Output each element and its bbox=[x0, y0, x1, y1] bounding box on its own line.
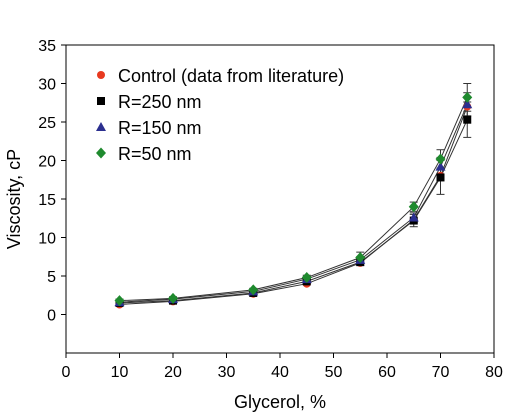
y-axis-title: Viscosity, cP bbox=[4, 149, 24, 249]
x-tick-label: 30 bbox=[218, 364, 236, 381]
legend-marker-square bbox=[97, 97, 105, 105]
legend-item: R=150 nm bbox=[96, 118, 202, 138]
legend: Control (data from literature) R=250 nm R=… bbox=[96, 66, 344, 164]
legend-item: Control (data from literature) bbox=[97, 66, 344, 86]
legend-marker-diamond bbox=[96, 147, 106, 159]
legend-label: R=250 nm bbox=[118, 92, 202, 112]
x-axis-ticks: 0 10 20 30 40 50 60 70 80 bbox=[62, 353, 503, 381]
data-point-diamond bbox=[114, 295, 125, 307]
y-tick-label: 0 bbox=[47, 308, 56, 325]
x-tick-label: 60 bbox=[378, 364, 396, 381]
data-point-square bbox=[436, 173, 445, 182]
data-point-square bbox=[463, 115, 472, 124]
series-line bbox=[119, 106, 468, 305]
y-tick-label: 25 bbox=[38, 115, 56, 132]
data-point-diamond bbox=[355, 252, 366, 264]
data-point-diamond bbox=[168, 292, 178, 304]
legend-label: Control (data from literature) bbox=[118, 66, 344, 86]
data-point-triangle bbox=[408, 212, 419, 222]
data-point-diamond bbox=[462, 91, 473, 103]
series-lines bbox=[119, 97, 468, 305]
legend-label: R=50 nm bbox=[118, 144, 192, 164]
data-point-diamond bbox=[435, 153, 446, 165]
y-tick-label: 10 bbox=[38, 231, 56, 248]
series-line bbox=[119, 104, 468, 303]
error-bars bbox=[115, 83, 472, 305]
series-line bbox=[119, 119, 468, 304]
legend-item: R=250 nm bbox=[97, 92, 202, 112]
data-point-triangle bbox=[435, 161, 446, 171]
x-tick-label: 0 bbox=[62, 364, 71, 381]
x-tick-label: 10 bbox=[111, 364, 129, 381]
y-tick-label: 15 bbox=[38, 192, 56, 209]
y-tick-label: 20 bbox=[38, 154, 56, 171]
data-point-diamond bbox=[248, 284, 259, 296]
legend-marker-circle bbox=[97, 71, 105, 79]
y-tick-label: 5 bbox=[47, 269, 56, 286]
x-tick-label: 70 bbox=[432, 364, 450, 381]
series-line bbox=[119, 97, 468, 302]
x-tick-label: 50 bbox=[325, 364, 343, 381]
legend-label: R=150 nm bbox=[118, 118, 202, 138]
data-markers bbox=[114, 91, 473, 309]
data-point-triangle bbox=[462, 99, 473, 109]
y-tick-label: 30 bbox=[38, 77, 56, 94]
data-point-diamond bbox=[301, 272, 312, 284]
y-axis-ticks: 0 5 10 15 20 25 30 35 bbox=[38, 38, 66, 325]
data-point-diamond bbox=[408, 201, 419, 213]
x-tick-label: 40 bbox=[271, 364, 289, 381]
x-tick-label: 80 bbox=[485, 364, 503, 381]
x-tick-label: 20 bbox=[164, 364, 182, 381]
legend-marker-triangle bbox=[96, 122, 106, 131]
x-axis-title: Glycerol, % bbox=[234, 392, 326, 412]
legend-item: R=50 nm bbox=[96, 144, 192, 164]
y-tick-label: 35 bbox=[38, 38, 56, 55]
